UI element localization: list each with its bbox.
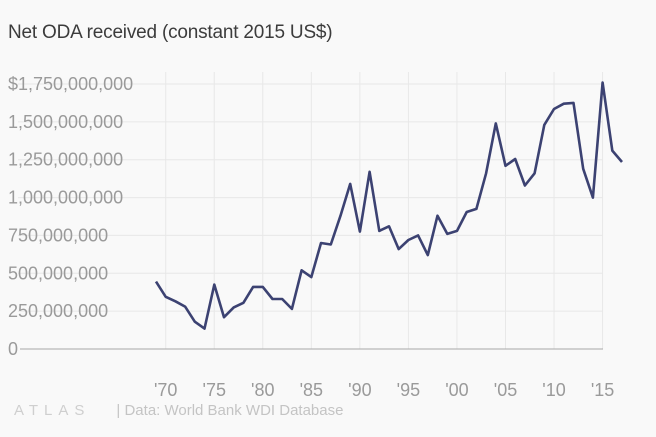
y-tick-label: 1,250,000,000 <box>8 150 123 170</box>
grid-lines <box>18 72 604 349</box>
y-tick-label: 1,000,000,000 <box>8 188 123 208</box>
x-tick-label: '75 <box>203 380 226 400</box>
x-tick-label: '10 <box>542 380 565 400</box>
y-tick-label: 750,000,000 <box>8 225 108 245</box>
x-tick-label: '00 <box>445 380 468 400</box>
atlas-logo: ATLAS <box>14 402 91 419</box>
source-note: | Data: World Bank WDI Database <box>116 402 344 419</box>
y-tick-label: 500,000,000 <box>8 263 108 283</box>
x-tick-label: '15 <box>591 380 614 400</box>
x-axis-ticks: '70 '75 '80 '85 '90 '95 '00 '05 '10 '15 <box>154 380 614 400</box>
y-tick-label: $1,750,000,000 <box>8 74 133 94</box>
x-tick-label: '85 <box>300 380 323 400</box>
y-tick-label: 0 <box>8 339 18 359</box>
footer: ATLAS | Data: World Bank WDI Database <box>14 402 343 419</box>
x-tick-label: '90 <box>348 380 371 400</box>
y-axis-ticks: 0 250,000,000 500,000,000 750,000,000 1,000,… <box>8 74 133 359</box>
x-tick-label: '95 <box>397 380 420 400</box>
x-tick-label: '80 <box>251 380 274 400</box>
y-tick-label: 1,500,000,000 <box>8 112 123 132</box>
chart-title: Net ODA received (constant 2015 US$) <box>8 22 333 43</box>
series-line <box>154 81 623 330</box>
x-tick-label: '70 <box>154 380 177 400</box>
x-tick-label: '05 <box>494 380 517 400</box>
y-tick-label: 250,000,000 <box>8 301 108 321</box>
